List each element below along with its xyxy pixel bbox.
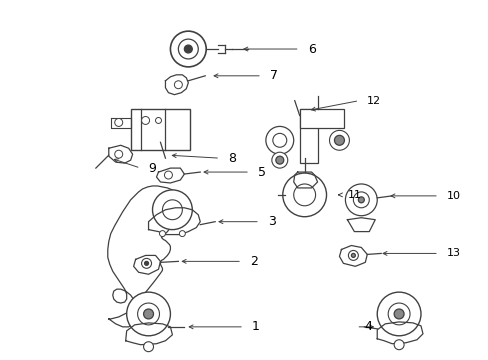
Circle shape [115, 150, 122, 158]
Circle shape [272, 133, 286, 147]
Circle shape [143, 309, 153, 319]
Circle shape [351, 253, 355, 257]
Circle shape [162, 200, 182, 220]
Circle shape [152, 190, 192, 230]
Circle shape [155, 117, 161, 123]
Circle shape [275, 156, 283, 164]
Text: 8: 8 [227, 152, 236, 165]
Circle shape [271, 152, 287, 168]
Circle shape [353, 192, 368, 208]
Text: 7: 7 [269, 69, 277, 82]
Text: 13: 13 [446, 248, 460, 258]
Circle shape [265, 126, 293, 154]
Circle shape [115, 118, 122, 126]
Text: 10: 10 [446, 191, 460, 201]
Circle shape [179, 231, 185, 237]
Text: 6: 6 [307, 42, 315, 55]
Text: 1: 1 [251, 320, 259, 333]
Circle shape [137, 303, 159, 325]
Text: 3: 3 [267, 215, 275, 228]
Circle shape [387, 303, 409, 325]
Circle shape [345, 184, 376, 216]
Circle shape [393, 340, 403, 350]
Bar [130, 109, 190, 150]
Circle shape [393, 309, 403, 319]
Bar [299, 109, 317, 163]
Circle shape [293, 184, 315, 206]
Circle shape [142, 258, 151, 268]
Circle shape [170, 31, 206, 67]
Circle shape [178, 39, 198, 59]
Circle shape [159, 231, 165, 237]
Bar [299, 109, 344, 129]
Circle shape [334, 135, 344, 145]
Circle shape [184, 45, 192, 53]
Circle shape [164, 171, 172, 179]
Circle shape [142, 117, 149, 125]
Circle shape [376, 292, 420, 336]
Text: 9: 9 [148, 162, 156, 175]
Circle shape [174, 81, 182, 89]
Text: 11: 11 [346, 190, 361, 200]
Circle shape [144, 261, 148, 265]
Circle shape [143, 342, 153, 352]
Circle shape [329, 130, 349, 150]
Text: 2: 2 [249, 255, 257, 268]
Circle shape [347, 251, 358, 260]
Text: 12: 12 [366, 96, 381, 105]
Circle shape [358, 197, 364, 203]
Circle shape [126, 292, 170, 336]
Circle shape [282, 173, 326, 217]
Text: 4: 4 [364, 320, 371, 333]
Text: 5: 5 [257, 166, 265, 179]
